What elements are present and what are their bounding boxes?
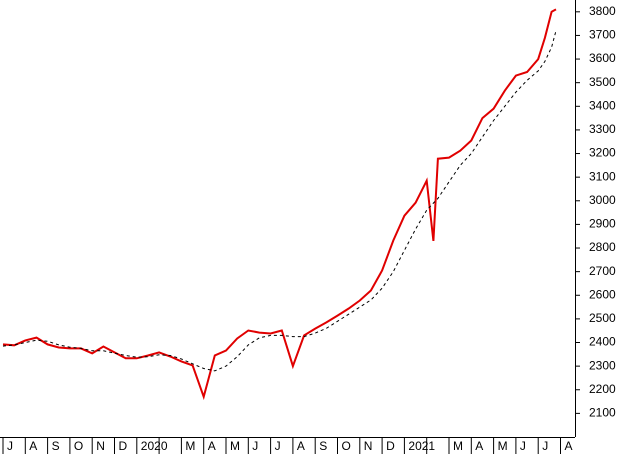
x-tick-label: A xyxy=(29,439,37,453)
x-tick-label: M xyxy=(185,439,195,453)
x-tick-label: N xyxy=(364,439,373,453)
x-tick-label: A xyxy=(565,439,573,453)
y-tick-label: 3600 xyxy=(589,51,616,65)
x-tick-label: M xyxy=(498,439,508,453)
y-tick-label: 2700 xyxy=(589,264,616,278)
x-tick-label: S xyxy=(52,439,60,453)
y-tick-label: 2900 xyxy=(589,217,616,231)
y-tick-label: 2200 xyxy=(589,382,616,396)
y-tick-label: 3500 xyxy=(589,75,616,89)
x-tick-label: A xyxy=(208,439,216,453)
y-tick-label: 2300 xyxy=(589,358,616,372)
y-tick-label: 3200 xyxy=(589,146,616,160)
x-tick-label: D xyxy=(386,439,395,453)
x-tick-label: 2020 xyxy=(141,439,168,453)
x-tick-label: 2021 xyxy=(408,439,435,453)
y-tick-label: 3800 xyxy=(589,4,616,18)
x-tick-label: J xyxy=(542,439,548,453)
y-tick-label: 3100 xyxy=(589,169,616,183)
x-tick-label: J xyxy=(252,439,258,453)
y-tick-label: 2800 xyxy=(589,240,616,254)
y-tick-label: 3000 xyxy=(589,193,616,207)
x-tick-label: J xyxy=(520,439,526,453)
x-tick-label: O xyxy=(342,439,351,453)
y-tick-label: 2400 xyxy=(589,335,616,349)
x-tick-label: M xyxy=(453,439,463,453)
x-tick-label: S xyxy=(319,439,327,453)
x-tick-label: M xyxy=(230,439,240,453)
price-line xyxy=(2,8,557,401)
x-tick-label: J xyxy=(275,439,281,453)
y-tick-label: 3400 xyxy=(589,98,616,112)
average-line xyxy=(2,30,557,372)
x-tick-label: A xyxy=(297,439,305,453)
y-tick-label: 2500 xyxy=(589,311,616,325)
y-tick-label: 2600 xyxy=(589,287,616,301)
x-tick-label: O xyxy=(74,439,83,453)
y-tick-label: 3700 xyxy=(589,28,616,42)
x-tick-label: A xyxy=(475,439,483,453)
y-tick-label: 3300 xyxy=(589,122,616,136)
y-tick-label: 2100 xyxy=(589,406,616,420)
x-tick-label: D xyxy=(119,439,128,453)
x-tick-label: N xyxy=(96,439,105,453)
x-tick-label: J xyxy=(7,439,13,453)
